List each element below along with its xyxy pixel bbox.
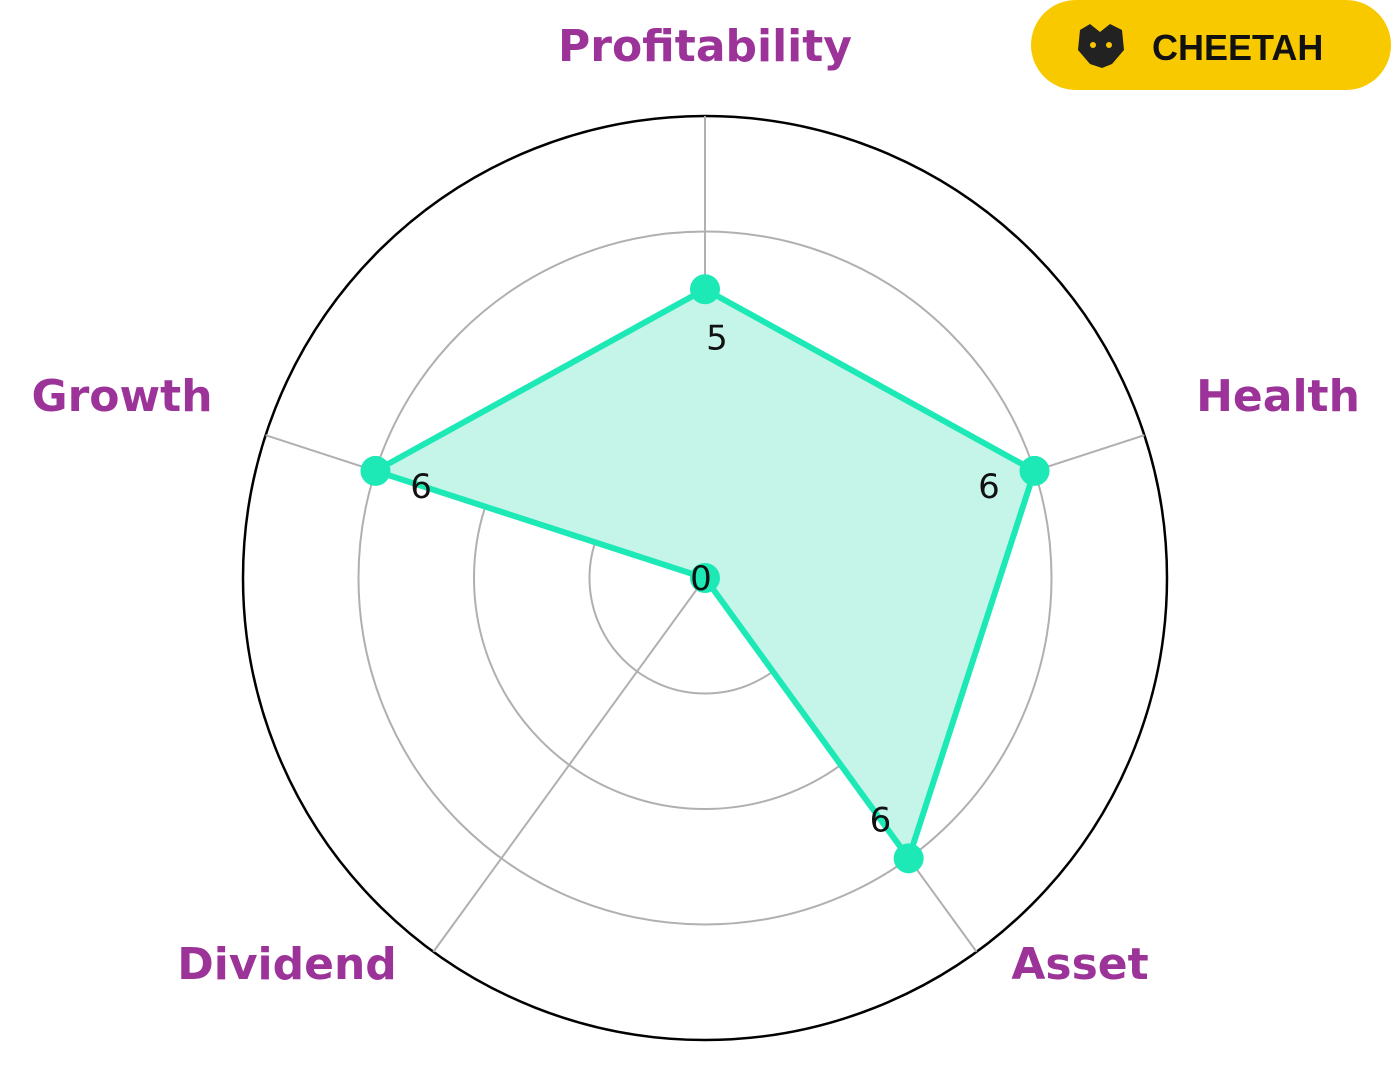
brand-name: CHEETAH	[1152, 27, 1323, 68]
category-label: Profitability	[558, 21, 852, 72]
brand-badge	[1031, 0, 1391, 90]
value-label: 0	[690, 559, 712, 599]
category-label: Asset	[1011, 939, 1148, 990]
spoke	[432, 577, 706, 953]
data-point	[893, 843, 924, 874]
value-label: 5	[706, 318, 728, 358]
value-label: 6	[410, 467, 432, 507]
value-label: 6	[870, 800, 892, 840]
plot: 5 Profitability 6 Health 6 Asset 0 Dividend 6 Gro…	[31, 21, 1360, 1042]
category-label: Growth	[31, 371, 212, 422]
data-point	[1019, 455, 1050, 486]
category-label: Health	[1196, 371, 1360, 422]
data-point	[690, 274, 720, 305]
category-label: Dividend	[177, 939, 397, 990]
brand-icon	[1078, 24, 1124, 68]
data-point	[690, 563, 720, 593]
data-point	[360, 455, 391, 486]
value-label: 6	[978, 467, 1000, 507]
